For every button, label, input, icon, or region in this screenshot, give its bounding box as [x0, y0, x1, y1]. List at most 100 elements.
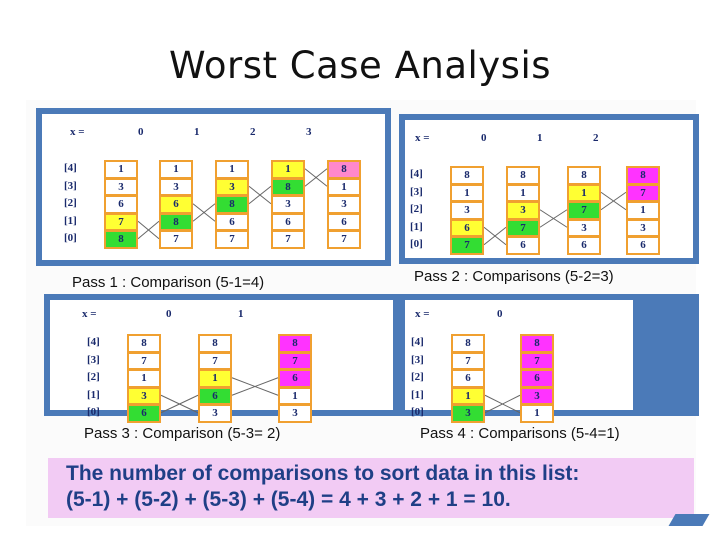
array-cell: 3 — [451, 404, 485, 423]
array-cell: 8 — [127, 334, 161, 353]
array-cell: 8 — [215, 195, 249, 214]
array-cell: 1 — [567, 183, 601, 202]
summary-line-1: The number of comparisons to sort data i… — [66, 462, 580, 485]
array-cell: 6 — [278, 369, 312, 388]
pass-panel-canvas: x = 0 1 2 3 [4] [3] [2] [1] [0] 1 3 6 7 8 1 3 6 8 7 1 3 8 6 7 1 8 3… — [42, 114, 385, 260]
x-label: x = — [70, 126, 85, 138]
array-cell: 3 — [278, 404, 312, 423]
x-value: 0 — [481, 132, 487, 144]
array-cell: 8 — [159, 212, 193, 231]
array-cell: 8 — [451, 334, 485, 353]
index-label: [2] — [410, 203, 423, 215]
array-cell: 1 — [450, 183, 484, 202]
index-label: [3] — [411, 353, 424, 366]
index-label: [1] — [64, 214, 77, 227]
array-cell: 6 — [451, 369, 485, 388]
array-cell: 1 — [626, 201, 660, 220]
array-cell: 1 — [271, 160, 305, 179]
index-label: [1] — [411, 388, 424, 401]
bubble-sort-figure: x = 0 1 2 3 [4] [3] [2] [1] [0] 1 3 6 7 8 1 3 6 8 7 1 3 8 6 7 1 8 3… — [26, 100, 699, 526]
array-cell: 1 — [520, 404, 554, 423]
pass-panel-canvas: x = 0 1 [4] [3] [2] [1] [0] 8 7 1 3 6 8 7 1 6 3 8 7 6 1 3 — [50, 300, 393, 423]
array-cell: 7 — [104, 212, 138, 231]
swap-lines — [160, 377, 279, 414]
array-cell: 3 — [520, 386, 554, 405]
array-cell: 8 — [626, 166, 660, 185]
swap-line — [484, 394, 521, 414]
x-label: x = — [415, 132, 430, 144]
x-value: 0 — [138, 126, 144, 138]
array-cell: 3 — [159, 177, 193, 196]
array-cell: 8 — [327, 160, 361, 179]
array-cell: 8 — [520, 334, 554, 353]
array-cell: 8 — [506, 166, 540, 185]
index-label: [2] — [411, 371, 424, 383]
array-cell: 7 — [198, 351, 232, 370]
array-cell: 7 — [327, 230, 361, 249]
pass-panel-4: x = 0 [4] [3] [2] [1] [0] 8 7 6 1 3 8 7 6 3 1 — [399, 294, 699, 423]
index-label: [0] — [410, 238, 423, 250]
array-cell: 3 — [271, 195, 305, 214]
index-label: [3] — [87, 353, 100, 366]
array-cell: 1 — [104, 160, 138, 179]
array-cell: 6 — [626, 236, 660, 255]
swap-line — [483, 226, 507, 246]
array-cell: 1 — [278, 386, 312, 405]
swap-line — [248, 185, 272, 205]
x-value: 2 — [250, 126, 256, 138]
pass-caption: Pass 3 : Comparison (5-3= 2) — [84, 425, 281, 442]
array-cell: 7 — [278, 351, 312, 370]
pass-panel-1: x = 0 1 2 3 [4] [3] [2] [1] [0] 1 3 6 7 8 1 3 6 8 7 1 3 8 6 7 1 8 3… — [36, 108, 391, 266]
array-cell: 7 — [450, 236, 484, 255]
array-cell: 7 — [451, 351, 485, 370]
array-cell: 1 — [159, 160, 193, 179]
array-cell: 7 — [567, 201, 601, 220]
array-cell: 8 — [567, 166, 601, 185]
array-cell: 6 — [104, 195, 138, 214]
array-cell: 1 — [451, 386, 485, 405]
array-cell: 8 — [104, 230, 138, 249]
array-cell: 8 — [278, 334, 312, 353]
array-cell: 7 — [506, 218, 540, 237]
index-label: [1] — [410, 220, 423, 233]
x-label: x = — [82, 308, 97, 320]
array-cell: 3 — [450, 201, 484, 220]
pass-caption: Pass 1 : Comparison (5-1=4) — [72, 274, 265, 291]
swap-line — [231, 377, 279, 396]
swap-lines — [137, 168, 328, 240]
x-value: 3 — [306, 126, 312, 138]
index-label: [4] — [410, 168, 423, 180]
array-cell: 3 — [127, 386, 161, 405]
swap-line — [137, 220, 160, 240]
x-value: 1 — [194, 126, 200, 138]
array-cell: 8 — [198, 334, 232, 353]
swap-lines — [483, 191, 627, 246]
index-label: [1] — [87, 388, 100, 401]
array-cell: 6 — [198, 386, 232, 405]
array-cell: 1 — [198, 369, 232, 388]
index-label: [0] — [411, 406, 424, 418]
array-cell: 7 — [626, 183, 660, 202]
array-cell: 6 — [567, 236, 601, 255]
index-label: [4] — [411, 336, 424, 348]
swap-line — [539, 209, 568, 228]
pass-panel-canvas: x = 0 1 2 [4] [3] [2] [1] [0] 8 1 3 6 7 8 1 3 7 6 8 1 7 3 6 8 7 1 3… — [405, 120, 693, 258]
x-value: 0 — [497, 308, 503, 320]
pass-caption: Pass 2 : Comparisons (5-2=3) — [414, 268, 614, 285]
index-label: [3] — [410, 185, 423, 198]
index-label: [3] — [64, 179, 77, 192]
array-cell: 1 — [127, 369, 161, 388]
index-label: [4] — [87, 336, 100, 348]
swap-line — [600, 191, 627, 211]
x-value: 2 — [593, 132, 599, 144]
array-cell: 6 — [520, 369, 554, 388]
array-cell: 3 — [198, 404, 232, 423]
summary-box: The number of comparisons to sort data i… — [48, 458, 694, 518]
array-cell: 6 — [450, 218, 484, 237]
array-cell: 3 — [506, 201, 540, 220]
index-label: [0] — [87, 406, 100, 418]
swap-line — [160, 394, 199, 414]
summary-line-2: (5-1) + (5-2) + (5-3) + (5-4) = 4 + 3 + … — [66, 488, 511, 511]
array-cell: 6 — [271, 212, 305, 231]
array-cell: 3 — [104, 177, 138, 196]
